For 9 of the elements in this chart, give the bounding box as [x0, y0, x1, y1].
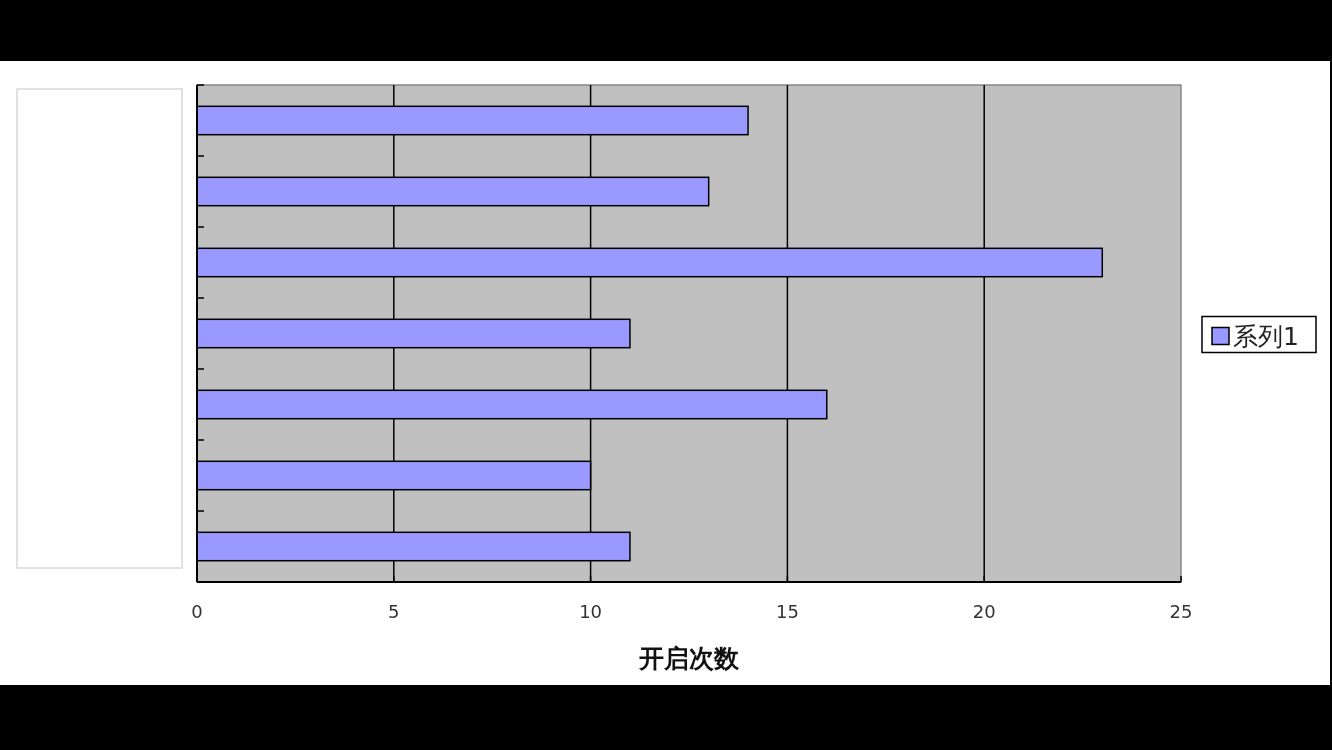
x-tick-label: 25: [1169, 601, 1193, 622]
x-axis-title: 开启次数: [638, 644, 740, 673]
x-tick-label: 10: [579, 601, 603, 622]
x-tick-label: 15: [775, 601, 799, 622]
legend: 系列1: [1201, 315, 1317, 354]
x-tick-label: 5: [388, 601, 400, 622]
x-tick-label: 20: [972, 601, 996, 622]
legend-label: 系列1: [1233, 321, 1299, 351]
x-tick-label: 0: [191, 601, 203, 622]
